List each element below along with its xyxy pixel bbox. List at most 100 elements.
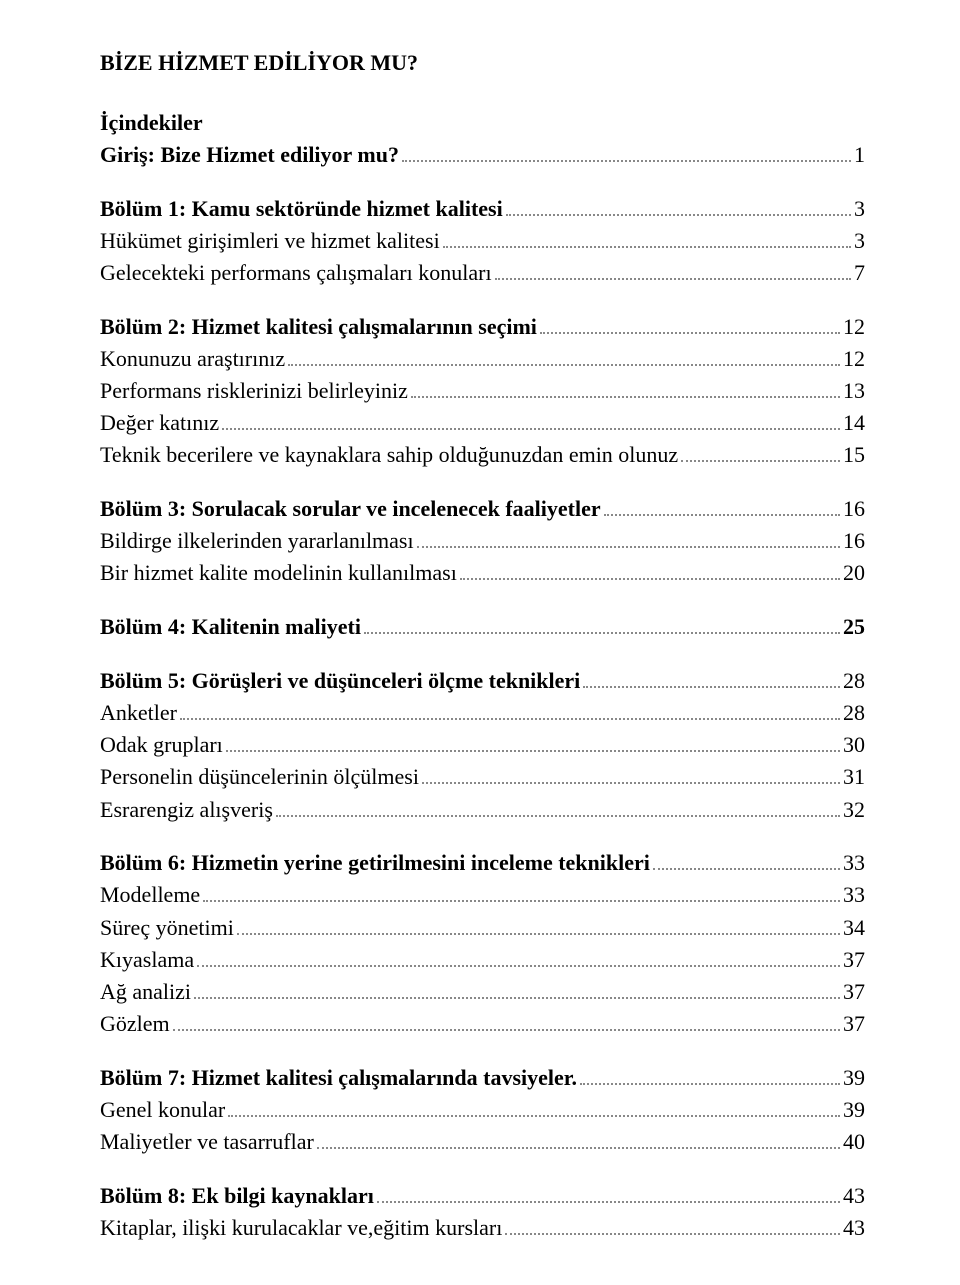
toc-entry: Bölüm 6: Hizmetin yerine getirilmesini i… [100,848,865,878]
toc-entry-page: 12 [843,344,865,374]
toc-entry-page: 39 [843,1095,865,1125]
toc-entry-label: Esrarengiz alışveriş [100,795,273,825]
toc-section: Giriş: Bize Hizmet ediliyor mu?1 [100,140,865,170]
toc-entry: Değer katınız 14 [100,408,865,438]
toc-entry-page: 40 [843,1127,865,1157]
toc-entry-page: 33 [843,848,865,878]
toc-entry-label: Gelecekteki performans çalışmaları konul… [100,258,492,288]
toc-entry-page: 32 [843,795,865,825]
toc-entry-label: Modelleme [100,880,200,910]
toc-entry-page: 37 [843,1009,865,1039]
toc-entry-label: Gözlem [100,1009,170,1039]
toc-entry-label: Bölüm 1: Kamu sektöründe hizmet kalitesi [100,194,503,224]
toc-entry-label: Bir hizmet kalite modelinin kullanılması [100,558,457,588]
toc-entry: Bölüm 7: Hizmet kalitesi çalışmalarında … [100,1063,865,1093]
toc-entry-label: Kitaplar, ilişki kurulacaklar ve,eğitim … [100,1213,502,1243]
toc-entry: Modelleme 33 [100,880,865,910]
toc-leader-dots [583,666,840,688]
toc-entry-label: Performans risklerinizi belirleyiniz [100,376,408,406]
toc-entry-label: Bildirge ilkelerinden yararlanılması [100,526,414,556]
toc-entry-label: Bölüm 3: Sorulacak sorular ve incelenece… [100,494,601,524]
toc-entry-label: Giriş: Bize Hizmet ediliyor mu? [100,140,399,170]
toc-section: Bölüm 5: Görüşleri ve düşünceleri ölçme … [100,666,865,824]
toc-entry: Giriş: Bize Hizmet ediliyor mu?1 [100,140,865,170]
toc-entry-label: Maliyetler ve tasarruflar [100,1127,314,1157]
toc-entry: Performans risklerinizi belirleyiniz 13 [100,376,865,406]
toc-entry-label: Bölüm 6: Hizmetin yerine getirilmesini i… [100,848,650,878]
toc-entry-page: 12 [843,312,865,342]
toc-leader-dots [203,881,840,903]
toc-entry-label: Süreç yönetimi [100,913,234,943]
toc-entry: Esrarengiz alışveriş 32 [100,795,865,825]
toc-body: Giriş: Bize Hizmet ediliyor mu?1 Bölüm 1:… [100,140,865,1243]
toc-entry-page: 43 [843,1181,865,1211]
toc-entry-label: Bölüm 8: Ek bilgi kaynakları [100,1181,374,1211]
toc-entry-label: Bölüm 5: Görüşleri ve düşünceleri ölçme … [100,666,580,696]
toc-entry: Gözlem 37 [100,1009,865,1039]
toc-entry-label: Genel konular [100,1095,225,1125]
toc-entry-label: Odak grupları [100,730,223,760]
toc-entry-label: Bölüm 4: Kalitenin maliyeti [100,612,361,642]
toc-leader-dots [495,258,851,280]
toc-entry: Konunuzu araştırınız12 [100,344,865,374]
toc-entry-page: 34 [843,913,865,943]
toc-entry-label: Kıyaslama [100,945,194,975]
toc-entry: Personelin düşüncelerinin ölçülmesi 31 [100,762,865,792]
toc-leader-dots [377,1181,840,1203]
toc-entry-label: Teknik becerilere ve kaynaklara sahip ol… [100,440,678,470]
toc-entry-page: 16 [843,526,865,556]
toc-entry: Bölüm 5: Görüşleri ve düşünceleri ölçme … [100,666,865,696]
toc-entry: Anketler 28 [100,698,865,728]
toc-leader-dots [180,698,840,720]
toc-entry-label: Anketler [100,698,177,728]
toc-leader-dots [540,312,840,334]
toc-entry: Süreç yönetimi 34 [100,913,865,943]
toc-entry-page: 43 [843,1213,865,1243]
toc-leader-dots [317,1127,840,1149]
toc-entry: Ağ analizi37 [100,977,865,1007]
toc-entry-label: Değer katınız [100,408,219,438]
toc-leader-dots [422,763,840,785]
toc-entry: Bölüm 3: Sorulacak sorular ve incelenece… [100,494,865,524]
toc-entry-page: 13 [843,376,865,406]
toc-entry: Gelecekteki performans çalışmaları konul… [100,258,865,288]
toc-entry-label: Bölüm 7: Hizmet kalitesi çalışmalarında … [100,1063,577,1093]
toc-entry-label: Bölüm 2: Hizmet kalitesi çalışmalarının … [100,312,537,342]
toc-entry: Maliyetler ve tasarruflar 40 [100,1127,865,1157]
toc-leader-dots [222,408,840,430]
toc-leader-dots [505,1213,840,1235]
toc-section: Bölüm 8: Ek bilgi kaynakları 43 Kitaplar, … [100,1181,865,1243]
toc-section: Bölüm 1: Kamu sektöründe hizmet kalitesi… [100,194,865,288]
toc-entry-page: 39 [843,1063,865,1093]
toc-heading: İçindekiler [100,108,865,138]
toc-entry-page: 14 [843,408,865,438]
toc-entry-page: 33 [843,880,865,910]
toc-leader-dots [288,344,840,366]
toc-leader-dots [580,1063,840,1085]
toc-leader-dots [417,526,840,548]
toc-section: Bölüm 3: Sorulacak sorular ve incelenece… [100,494,865,588]
toc-entry-page: 37 [843,945,865,975]
toc-leader-dots [681,441,840,463]
toc-entry-page: 30 [843,730,865,760]
toc-leader-dots [197,945,840,967]
toc-entry-page: 28 [843,698,865,728]
toc-leader-dots [237,913,840,935]
toc-entry-page: 25 [843,612,865,642]
toc-leader-dots [173,1009,840,1031]
toc-leader-dots [506,194,851,216]
toc-entry-page: 16 [843,494,865,524]
toc-entry: Hükümet girişimleri ve hizmet kalitesi3 [100,226,865,256]
toc-entry-page: 20 [843,558,865,588]
toc-entry: Bölüm 2: Hizmet kalitesi çalışmalarının … [100,312,865,342]
toc-entry-page: 3 [854,194,865,224]
toc-entry-label: Hükümet girişimleri ve hizmet kalitesi [100,226,440,256]
toc-entry-label: Personelin düşüncelerinin ölçülmesi [100,762,419,792]
toc-leader-dots [228,1095,840,1117]
toc-page: BİZE HİZMET EDİLİYOR MU? İçindekiler Gir… [0,0,960,1285]
toc-leader-dots [276,795,840,817]
toc-section: Bölüm 4: Kalitenin maliyeti 25 [100,612,865,642]
toc-leader-dots [443,226,851,248]
toc-entry-page: 31 [843,762,865,792]
toc-entry: Genel konular 39 [100,1095,865,1125]
